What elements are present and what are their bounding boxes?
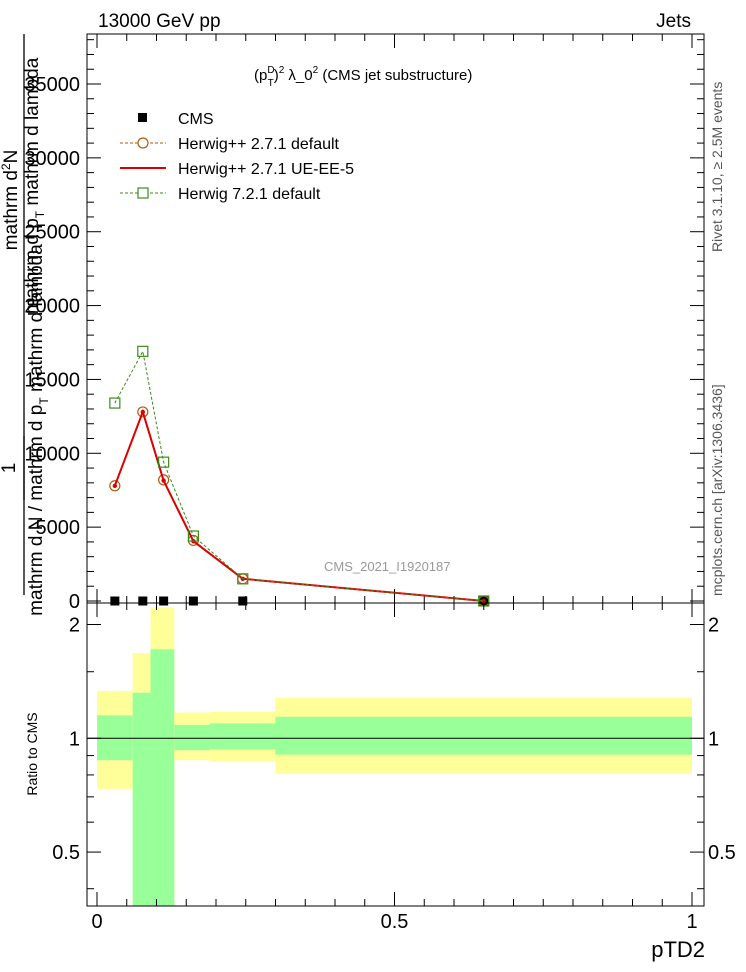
cms-data-point <box>238 596 248 606</box>
main-series-group <box>109 345 490 607</box>
title-part-base: (p <box>254 67 267 84</box>
process-label: Jets <box>656 11 691 32</box>
ratio-inner-band <box>132 692 151 906</box>
legend-entry-label: Herwig++ 2.7.1 default <box>178 136 340 153</box>
ueee5-point <box>140 409 146 415</box>
collision-label: 13000 GeV pp <box>98 11 221 32</box>
x-tick-label: 1 <box>686 911 697 933</box>
main-y-tick-label: 0 <box>69 591 80 613</box>
ylabel-den-sub: T <box>37 397 51 405</box>
ylabel-num-a: mathrm d <box>1 170 22 250</box>
analysis-watermark: CMS_2021_I1920187 <box>324 559 451 574</box>
ratio-inner-band <box>275 716 692 755</box>
ratio-bands-group <box>97 607 692 906</box>
ratio-inner-band <box>210 723 276 750</box>
cms-data-point <box>110 596 120 606</box>
cms-data-point <box>138 596 148 606</box>
main-y-tick-label: 15000 <box>24 369 80 391</box>
legend: CMS Herwig++ 2.7.1 default Herwig++ 2.7.1 … <box>120 111 354 203</box>
title-part-sup-2: 2 <box>279 65 285 76</box>
ratio-y-axis-label: Ratio to CMS <box>24 712 40 795</box>
herwig7-point <box>137 345 149 357</box>
ratio-y-tick-label-right: 1 <box>708 728 719 750</box>
ratio-panel-frame <box>86 602 705 907</box>
ylabel-num-b: N <box>1 150 22 164</box>
x-tick-label: 0.5 <box>381 911 409 933</box>
mcplots-label: mcplots.cern.ch [arXiv:1306.3436] <box>709 384 725 596</box>
ratio-y-tick-label-right: 0.5 <box>708 842 736 864</box>
ratio-inner-band <box>174 724 211 751</box>
herwigpp-default-point <box>109 480 121 492</box>
title-part-sup-3: 2 <box>313 65 319 76</box>
ratio-panel: 0.5 0.5 1 1 2 2 0 0.5 1 <box>52 602 736 933</box>
rivet-version-label: Rivet 3.1.10, ≥ 2.5M events <box>709 82 725 252</box>
ylabel-denominator: mathrm d N / mathrm d pT mathrm d lambda <box>26 244 51 616</box>
main-y-tick-label: 10000 <box>24 443 80 465</box>
ylabel-numerator: mathrm d2N <box>0 150 22 251</box>
herwig7-point <box>109 397 121 409</box>
series-line-3 <box>114 349 484 602</box>
ueee5-point <box>481 598 486 604</box>
x-tick-label: 0 <box>91 911 102 933</box>
legend-entry-label: Herwig++ 2.7.1 UE-EE-5 <box>178 161 354 178</box>
ueee5-point <box>161 478 166 483</box>
ratio-inner-band <box>150 649 175 906</box>
ylabel-middle: mathrm d pT mathrm d lambda <box>22 57 47 314</box>
ylabel-num-sup: 2 <box>0 163 13 170</box>
ratio-y-tick-label-right: 2 <box>708 615 719 637</box>
ueee5-point <box>112 483 118 488</box>
main-y-tick-label: 5000 <box>36 517 81 539</box>
title-part-lambda: λ_0 <box>284 67 312 84</box>
legend-entry-label: Herwig 7.2.1 default <box>178 186 321 203</box>
main-y-tick-label: 30000 <box>24 148 80 170</box>
ratio-y-tick-label-left: 2 <box>69 615 80 637</box>
ylabel-den-a: mathrm d N / mathrm d p <box>26 405 47 616</box>
ylabel-mid-sub: T <box>33 210 47 218</box>
ratio-y-tick-label-left: 1 <box>69 728 80 750</box>
herwig7-point <box>187 530 199 542</box>
ylabel-one: 1 <box>0 463 20 474</box>
x-axis-label: pTD2 <box>651 937 705 962</box>
ratio-inner-band <box>97 715 133 761</box>
main-y-tick-label: 35000 <box>24 74 80 96</box>
herwigpp-default-point <box>158 474 170 486</box>
legend-circle-marker <box>137 137 149 149</box>
cms-data-point <box>188 596 198 606</box>
ratio-ticks: 0.5 0.5 1 1 2 2 0 0.5 1 <box>52 603 736 933</box>
cms-data-point <box>159 596 169 606</box>
herwigpp-default-point <box>137 406 149 418</box>
legend-square-marker <box>137 187 149 199</box>
ylabel-mid-a: mathrm d p <box>22 218 43 314</box>
title-part-paren: ) <box>274 67 279 84</box>
title-part-tail: (CMS jet substructure) <box>318 67 472 84</box>
main-y-axis-label: 1 mathrm d2N mathrm d pT mathrm d lambda… <box>0 34 51 616</box>
plot-title: (pD T)2 λ_02 (CMS jet substructure) <box>254 65 472 89</box>
title-part-sub-t: T <box>268 78 274 89</box>
title-part-sup-d: D <box>267 65 274 76</box>
ratio-y-tick-label-left: 0.5 <box>52 842 80 864</box>
legend-cms-marker <box>138 113 147 122</box>
herwig7-point <box>237 573 249 585</box>
main-ticks: 0 5000 10000 15000 20000 25000 30000 35000 <box>24 34 704 613</box>
herwig7-point <box>158 456 170 468</box>
main-panel: 0 5000 10000 15000 20000 25000 30000 35000 <box>24 33 705 613</box>
main-y-tick-label: 20000 <box>24 296 80 318</box>
ylabel-den-b: mathrm d lambda <box>26 244 47 398</box>
legend-entry-label: CMS <box>178 111 214 128</box>
ylabel-mid-b: mathrm d lambda <box>22 57 43 211</box>
main-y-tick-label: 25000 <box>24 222 80 244</box>
